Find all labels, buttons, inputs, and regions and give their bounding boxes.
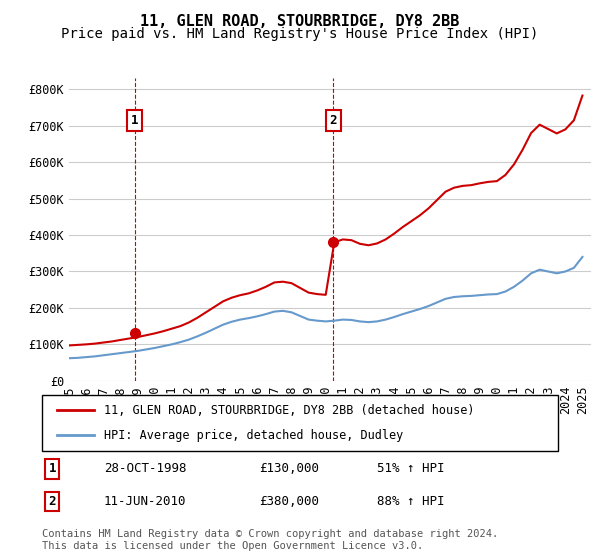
Text: 11, GLEN ROAD, STOURBRIDGE, DY8 2BB (detached house): 11, GLEN ROAD, STOURBRIDGE, DY8 2BB (det… bbox=[104, 404, 475, 417]
Text: 2: 2 bbox=[329, 114, 337, 127]
Text: 51% ↑ HPI: 51% ↑ HPI bbox=[377, 463, 445, 475]
FancyBboxPatch shape bbox=[42, 395, 558, 451]
Text: £130,000: £130,000 bbox=[259, 463, 319, 475]
Text: 11-JUN-2010: 11-JUN-2010 bbox=[104, 494, 187, 508]
Text: £380,000: £380,000 bbox=[259, 494, 319, 508]
Text: 2: 2 bbox=[49, 494, 56, 508]
Text: 28-OCT-1998: 28-OCT-1998 bbox=[104, 463, 187, 475]
Text: Price paid vs. HM Land Registry's House Price Index (HPI): Price paid vs. HM Land Registry's House … bbox=[61, 27, 539, 41]
Text: 88% ↑ HPI: 88% ↑ HPI bbox=[377, 494, 445, 508]
Text: Contains HM Land Registry data © Crown copyright and database right 2024.
This d: Contains HM Land Registry data © Crown c… bbox=[42, 529, 498, 551]
Text: 1: 1 bbox=[49, 463, 56, 475]
Text: HPI: Average price, detached house, Dudley: HPI: Average price, detached house, Dudl… bbox=[104, 428, 403, 442]
Text: 11, GLEN ROAD, STOURBRIDGE, DY8 2BB: 11, GLEN ROAD, STOURBRIDGE, DY8 2BB bbox=[140, 14, 460, 29]
Text: 1: 1 bbox=[131, 114, 138, 127]
